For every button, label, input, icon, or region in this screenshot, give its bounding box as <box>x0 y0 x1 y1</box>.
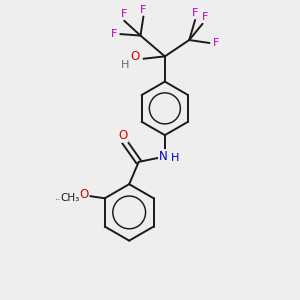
Text: F: F <box>140 5 147 15</box>
Text: H: H <box>121 60 129 70</box>
Text: O: O <box>130 50 140 63</box>
Text: F: F <box>121 9 127 19</box>
Text: F: F <box>213 38 219 48</box>
Text: H: H <box>171 153 179 163</box>
Text: O: O <box>118 129 128 142</box>
Text: CH₃: CH₃ <box>61 193 80 203</box>
Text: F: F <box>202 12 208 22</box>
Text: F: F <box>192 8 198 18</box>
Text: N: N <box>159 150 168 163</box>
Text: methoxy: methoxy <box>56 198 62 200</box>
Text: O: O <box>79 188 88 201</box>
Text: F: F <box>111 29 117 39</box>
